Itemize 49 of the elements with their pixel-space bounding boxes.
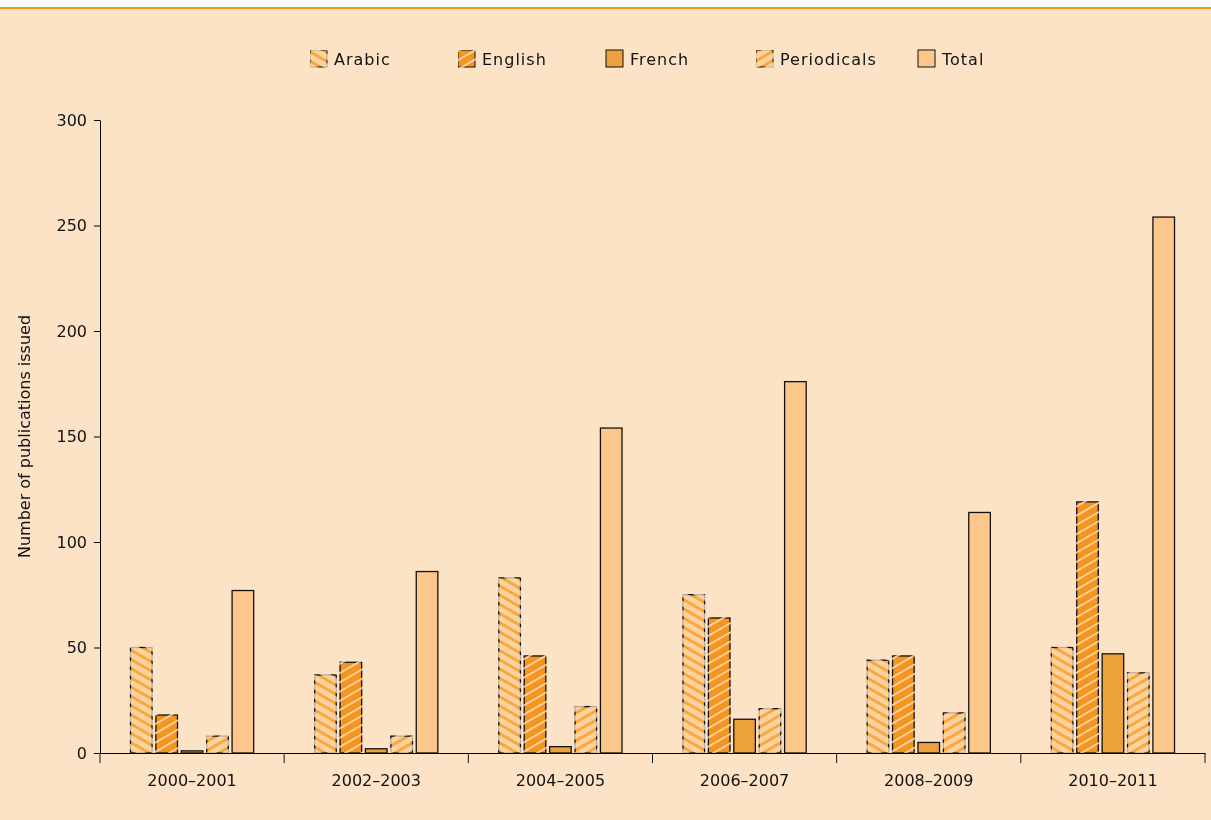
bar — [733, 718, 757, 754]
y-tick-label: 250 — [56, 216, 87, 236]
bar — [364, 748, 388, 754]
y-tick-label: 150 — [56, 427, 87, 447]
bar — [523, 655, 547, 754]
bar — [129, 646, 153, 754]
bar — [783, 380, 807, 754]
bar — [968, 511, 991, 754]
x-tick-label: 2004–2005 — [515, 771, 606, 791]
legend-label: Arabic — [334, 50, 391, 69]
y-tick-label: 50 — [66, 638, 87, 658]
bar — [1050, 646, 1074, 754]
bar — [1152, 216, 1176, 754]
bar — [707, 617, 731, 754]
x-tick-label: 2002–2003 — [331, 771, 421, 791]
bar — [339, 661, 363, 754]
bar — [231, 589, 255, 754]
bar — [758, 708, 782, 754]
y-tick-label: 300 — [56, 110, 87, 130]
x-tick-label: 2006–2007 — [699, 771, 790, 791]
x-tick-label: 2010–2011 — [1068, 771, 1158, 791]
y-tick-label: 200 — [56, 321, 87, 341]
bar — [891, 655, 915, 754]
legend-label: Total — [941, 50, 985, 69]
bar — [155, 714, 179, 754]
y-tick-label: 100 — [56, 532, 87, 552]
bar — [206, 735, 229, 754]
bar — [1076, 501, 1099, 754]
bar — [390, 735, 414, 754]
bar — [942, 712, 966, 754]
bar — [1126, 672, 1150, 754]
bar — [415, 570, 439, 754]
legend-label: English — [482, 50, 547, 69]
bar — [548, 746, 572, 754]
y-tick-label: 0 — [76, 743, 87, 763]
bar — [917, 741, 941, 754]
bar — [1101, 653, 1125, 754]
x-tick-label: 2000–2001 — [147, 771, 237, 791]
legend-label: French — [630, 50, 690, 69]
bar — [682, 594, 706, 754]
y-axis-title: Number of publications issued — [15, 314, 34, 559]
bar — [866, 659, 890, 754]
legend-label: Periodicals — [780, 50, 877, 69]
bar — [314, 674, 337, 754]
bar — [599, 427, 623, 754]
bar — [498, 577, 522, 754]
bar — [180, 750, 204, 754]
bar — [574, 705, 598, 754]
x-tick-label: 2008–2009 — [884, 771, 974, 791]
